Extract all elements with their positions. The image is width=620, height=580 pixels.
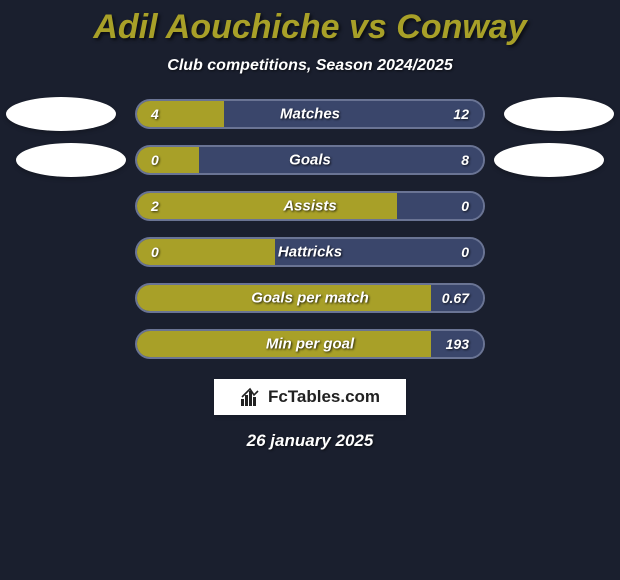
team-crest-left <box>16 143 126 177</box>
stat-bar-left <box>137 101 224 127</box>
stat-bar-track: 0 8 Goals <box>135 145 485 175</box>
stat-value-right: 0 <box>461 198 469 214</box>
stat-bar-track: 193 Min per goal <box>135 329 485 359</box>
page-title: Adil Aouchiche vs Conway <box>93 8 526 47</box>
stat-bar-track: 2 0 Assists <box>135 191 485 221</box>
stat-label: Goals <box>289 152 331 169</box>
stat-label: Matches <box>280 106 340 123</box>
stat-value-left: 0 <box>151 152 159 168</box>
stat-label: Hattricks <box>278 244 342 261</box>
stat-bar-left <box>137 147 199 173</box>
stat-label: Goals per match <box>251 290 369 307</box>
stat-value-right: 12 <box>453 106 469 122</box>
stat-row: 2 0 Assists <box>0 191 620 221</box>
stat-label: Min per goal <box>266 336 354 353</box>
stats-area: 4 12 Matches 0 8 Goals 2 0 Assists 0 0 Hattricks 0.6… <box>0 99 620 359</box>
stat-bar-track: 0.67 Goals per match <box>135 283 485 313</box>
page-subtitle: Club competitions, Season 2024/2025 <box>167 57 452 75</box>
comparison-infographic: Adil Aouchiche vs Conway Club competitio… <box>0 0 620 580</box>
stat-row: 0 0 Hattricks <box>0 237 620 267</box>
stat-row: 0 8 Goals <box>0 145 620 175</box>
team-crest-right <box>504 97 614 131</box>
stat-value-left: 4 <box>151 106 159 122</box>
stat-bar-right <box>199 147 483 173</box>
date-label: 26 january 2025 <box>247 431 374 451</box>
team-crest-right <box>494 143 604 177</box>
stat-bar-right <box>397 193 484 219</box>
stat-value-right: 0.67 <box>442 290 469 306</box>
stat-value-left: 2 <box>151 198 159 214</box>
stat-bar-right <box>224 101 484 127</box>
stat-row: 0.67 Goals per match <box>0 283 620 313</box>
logo-text: FcTables.com <box>268 387 380 407</box>
stat-bar-left <box>137 193 397 219</box>
logo-badge: FcTables.com <box>214 379 406 415</box>
stat-value-right: 193 <box>446 336 469 352</box>
stat-row: 4 12 Matches <box>0 99 620 129</box>
stat-value-right: 8 <box>461 152 469 168</box>
bars-icon <box>240 387 262 407</box>
stat-row: 193 Min per goal <box>0 329 620 359</box>
stat-bar-track: 0 0 Hattricks <box>135 237 485 267</box>
stat-value-left: 0 <box>151 244 159 260</box>
team-crest-left <box>6 97 116 131</box>
stat-value-right: 0 <box>461 244 469 260</box>
stat-label: Assists <box>283 198 336 215</box>
stat-bar-track: 4 12 Matches <box>135 99 485 129</box>
